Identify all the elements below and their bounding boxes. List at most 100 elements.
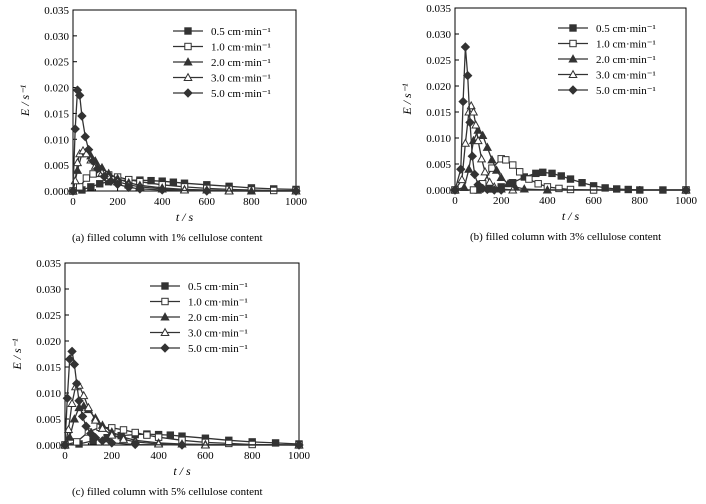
x-tick-label: 800 (244, 450, 261, 462)
data-point (601, 184, 609, 192)
legend-marker (183, 88, 193, 98)
data-point (62, 393, 73, 403)
data-point (131, 428, 139, 437)
legend-label: 3.0 cm·min⁻¹ (188, 328, 248, 340)
data-point (72, 165, 83, 174)
y-tick-label: 0.030 (36, 284, 61, 296)
data-point (97, 423, 108, 432)
data-point (97, 436, 108, 446)
x-tick-label: 1000 (285, 196, 308, 208)
legend-label: 0.5 cm·min⁻¹ (188, 281, 248, 293)
data-point (86, 428, 96, 439)
data-point (464, 164, 474, 173)
data-point (73, 438, 81, 446)
data-point (88, 156, 98, 166)
legend-marker (568, 69, 578, 79)
chart-b: 0 200 400 600 800 1000 0.000 0.005 0.010 0.015 0.0… (400, 3, 698, 223)
legend-label: 2.0 cm·min⁻¹ (188, 312, 248, 324)
data-point (99, 171, 109, 182)
y-tick-label: 0.010 (426, 133, 451, 145)
legend-label: 0.5 cm·min⁻¹ (211, 26, 271, 38)
data-point (177, 440, 187, 450)
x-tick-label: 0 (70, 196, 76, 208)
legend-marker (160, 327, 170, 337)
data-point (90, 415, 101, 424)
series-4 (450, 42, 691, 195)
data-point (69, 414, 80, 423)
data-point (225, 439, 233, 448)
data-point (476, 153, 487, 163)
data-point (548, 169, 556, 178)
legend-label: 1.0 cm·min⁻¹ (596, 39, 656, 51)
legend-marker (183, 57, 193, 66)
y-tick-label: 0.035 (426, 3, 451, 15)
data-point (450, 185, 460, 195)
y-axis-label: E / s⁻¹ (10, 338, 24, 371)
y-tick-label: 0.035 (36, 258, 61, 270)
data-point (502, 156, 510, 164)
y-tick-label: 0.020 (44, 83, 69, 95)
data-point (456, 164, 466, 174)
data-point (532, 169, 540, 178)
legend-label: 3.0 cm·min⁻¹ (211, 73, 271, 85)
data-point (75, 183, 84, 191)
data-point (503, 178, 513, 188)
data-point (471, 120, 481, 129)
data-point (515, 168, 524, 176)
legend-marker (568, 54, 578, 63)
x-tick-label: 0 (452, 195, 458, 207)
x-tick-label: 800 (632, 195, 649, 207)
caption-a: (a) filled column with 1% cellulose cont… (72, 232, 263, 244)
y-tick-label: 0.010 (44, 134, 69, 146)
x-tick-label: 200 (493, 195, 510, 207)
data-point (79, 390, 89, 400)
legend: 0.5 cm·min⁻¹ 1.0 cm·min⁻¹ 2.0 cm·min⁻¹ 3.0 … (173, 26, 271, 100)
data-point (294, 440, 304, 450)
data-point (539, 168, 547, 177)
data-point (566, 175, 575, 183)
legend-label: 5.0 cm·min⁻¹ (596, 85, 656, 97)
x-tick-label: 200 (109, 196, 126, 208)
data-point (460, 138, 471, 147)
y-tick-label: 0.005 (426, 159, 451, 171)
data-point (458, 96, 468, 107)
caption-b: (b) filled column with 3% cellulose cont… (470, 231, 662, 243)
y-tick-label: 0.015 (44, 108, 69, 120)
data-point (71, 378, 82, 389)
data-point (578, 179, 586, 187)
y-tick-label: 0.025 (36, 310, 61, 322)
series-4 (60, 346, 304, 450)
legend-marker (569, 24, 577, 32)
data-point (179, 185, 190, 194)
plot-frame (64, 262, 300, 446)
chart-panel-c: 0 200 400 600 800 1000 0.000 0.005 0.010 0.015 0.0… (0, 255, 320, 504)
data-point (157, 185, 167, 195)
data-point (525, 175, 533, 183)
x-tick-label: 600 (199, 196, 216, 208)
data-point (457, 174, 467, 184)
data-point (469, 186, 478, 194)
data-point (81, 421, 91, 431)
data-point (557, 172, 565, 180)
data-point (468, 107, 479, 116)
data-point (462, 70, 473, 81)
data-point (480, 166, 490, 176)
data-point (460, 42, 471, 52)
data-point (92, 164, 103, 174)
legend-marker (161, 282, 169, 290)
x-tick-label: 600 (585, 195, 602, 207)
data-point (166, 431, 175, 439)
data-point (469, 169, 480, 180)
y-tick-label: 0.005 (36, 414, 61, 426)
legend-label: 1.0 cm·min⁻¹ (188, 297, 248, 309)
legend-marker (569, 39, 577, 48)
chart-a: 0 200 400 600 800 1000 0.000 0.005 0.010 0.015 0.0… (18, 5, 308, 224)
y-tick-label: 0.025 (426, 55, 451, 67)
data-point (67, 398, 77, 407)
data-point (106, 176, 116, 186)
data-point (271, 439, 280, 447)
series-4 (68, 85, 301, 196)
legend-marker (161, 297, 169, 306)
data-point (119, 426, 128, 434)
x-axis-label: t / s (562, 209, 580, 223)
